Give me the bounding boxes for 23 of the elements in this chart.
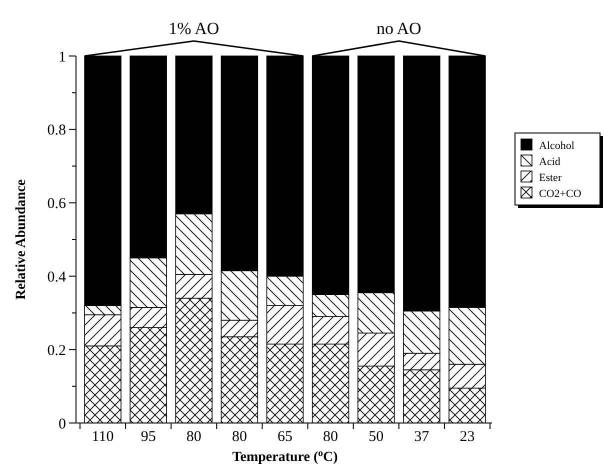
legend-label: Alcohol [539,140,574,152]
x-tick-label: 37 [414,429,430,445]
x-tick-label: 65 [278,429,292,445]
y-tick-label: 1 [58,49,66,66]
y-axis-title: Relative Abundance [14,179,29,300]
text: no AO [376,19,422,38]
y-tick-label: 0.6 [47,196,66,212]
x-tick-label: 50 [368,429,384,445]
y-tick-label: 0.2 [47,342,66,359]
x-tick-label: 80 [186,429,202,445]
legend-label: Ester [539,172,562,184]
legend-label: CO2+CO [539,188,582,200]
x-axis-title: Temperature ($^{o}$C) [232,448,338,464]
text: 1% AO [168,19,220,38]
x-tick-label: 95 [140,429,156,445]
y-tick-label: 0.4 [47,269,66,286]
y-tick-label: 0.8 [47,122,66,139]
y-tick-label: 0 [58,416,66,432]
x-tick-label: 80 [323,429,338,445]
x-tick-label: 80 [232,429,247,445]
x-tick-label: 23 [460,429,475,445]
legend-label: Acid [539,156,561,168]
x-tick-label: 110 [92,429,114,445]
